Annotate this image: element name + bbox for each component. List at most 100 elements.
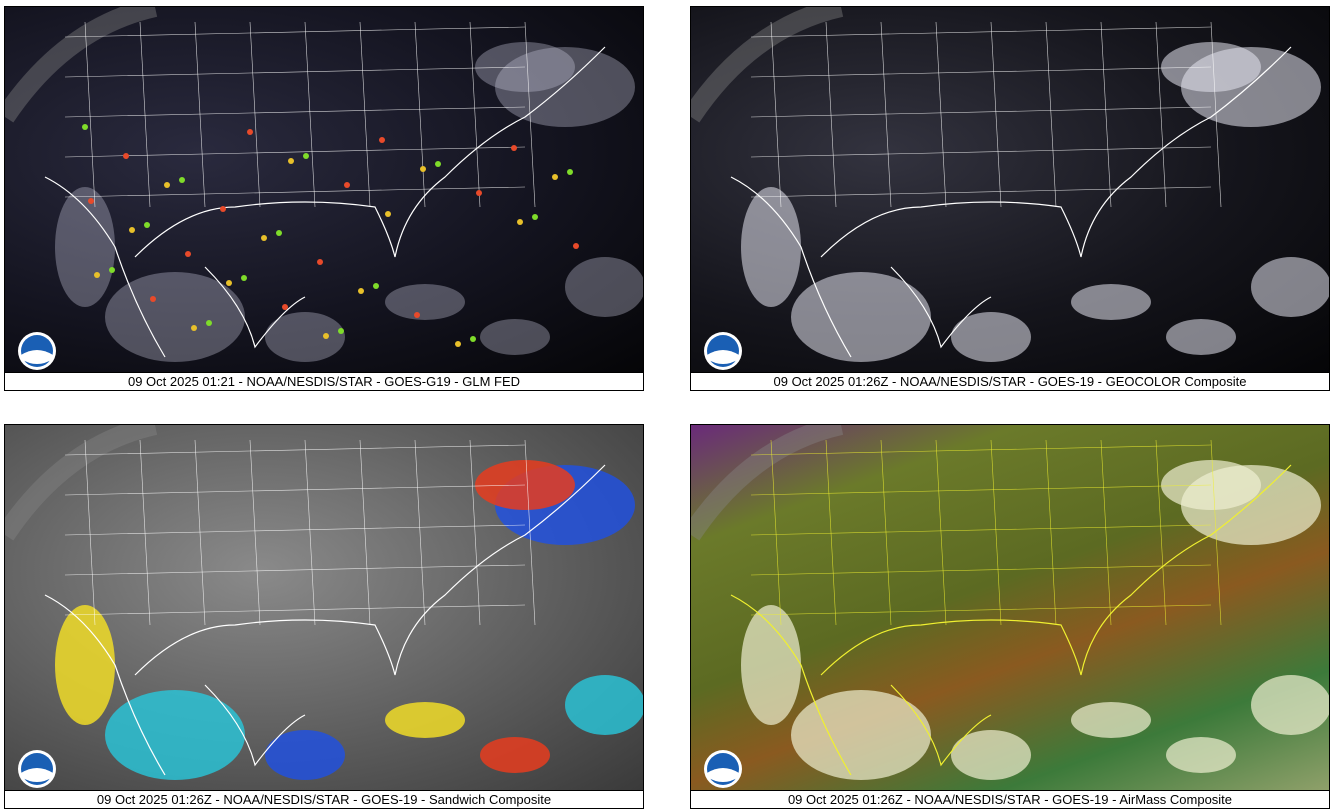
lightning	[476, 190, 482, 196]
coastline	[730, 464, 1292, 776]
lightning	[414, 312, 420, 318]
caption: 09 Oct 2025 01:21 - NOAA/NESDIS/STAR - G…	[5, 372, 643, 391]
lightning	[323, 333, 329, 339]
coastline	[44, 464, 606, 776]
satellite-image[interactable]	[691, 7, 1329, 372]
lightning	[179, 177, 185, 183]
satellite-image[interactable]	[691, 425, 1329, 790]
cloud	[1071, 284, 1151, 320]
cloud	[265, 730, 345, 780]
state-border	[750, 564, 1212, 576]
map-overlay	[691, 425, 1329, 788]
state-border	[1045, 21, 1057, 208]
cloud	[1071, 702, 1151, 738]
earth-limb	[5, 425, 158, 541]
state-border	[750, 66, 1212, 78]
lightning	[455, 341, 461, 347]
lightning	[282, 304, 288, 310]
lightning	[317, 259, 323, 265]
state-border	[64, 106, 526, 118]
map-overlay	[5, 425, 643, 788]
state-border	[1155, 21, 1167, 208]
state-border	[249, 21, 261, 208]
state-border	[935, 439, 947, 626]
earth-limb	[691, 7, 844, 123]
lightning	[373, 283, 379, 289]
earth-limb	[5, 7, 158, 123]
lightning	[82, 124, 88, 130]
lightning	[511, 145, 517, 151]
state-border	[750, 524, 1212, 536]
lightning	[206, 320, 212, 326]
cloud	[565, 257, 643, 317]
cloud	[791, 690, 931, 780]
state-border	[750, 106, 1212, 118]
state-border	[1045, 439, 1057, 626]
panel-airmass[interactable]: 09 Oct 2025 01:26Z - NOAA/NESDIS/STAR - …	[690, 424, 1330, 809]
state-border	[84, 21, 96, 208]
coastline	[44, 46, 606, 358]
state-border	[64, 484, 526, 496]
lightning	[261, 235, 267, 241]
state-border	[194, 21, 206, 208]
lightning	[185, 251, 191, 257]
lightning	[94, 272, 100, 278]
satellite-image[interactable]	[5, 7, 643, 372]
panel-sandwich[interactable]: 09 Oct 2025 01:26Z - NOAA/NESDIS/STAR - …	[4, 424, 644, 809]
map-overlay	[5, 7, 643, 370]
state-border	[139, 21, 151, 208]
lightning	[129, 227, 135, 233]
cloud	[55, 605, 115, 725]
panel-glm[interactable]: 09 Oct 2025 01:21 - NOAA/NESDIS/STAR - G…	[4, 6, 644, 391]
lightning	[109, 267, 115, 273]
caption: 09 Oct 2025 01:26Z - NOAA/NESDIS/STAR - …	[691, 372, 1329, 391]
cloud	[1166, 737, 1236, 773]
lightning	[517, 219, 523, 225]
caption: 09 Oct 2025 01:26Z - NOAA/NESDIS/STAR - …	[691, 790, 1329, 809]
state-border	[64, 66, 526, 78]
cloud	[385, 702, 465, 738]
lightning	[276, 230, 282, 236]
state-border	[524, 21, 536, 208]
cloud	[1251, 675, 1329, 735]
state-border	[750, 444, 1212, 456]
lightning	[247, 129, 253, 135]
state-border	[64, 186, 526, 198]
state-border	[194, 439, 206, 626]
lightning	[220, 206, 226, 212]
state-border	[84, 439, 96, 626]
state-border	[990, 21, 1002, 208]
panel-geocolor[interactable]: 09 Oct 2025 01:26Z - NOAA/NESDIS/STAR - …	[690, 6, 1330, 391]
state-border	[414, 439, 426, 626]
state-border	[64, 146, 526, 158]
lightning	[288, 158, 294, 164]
state-border	[880, 21, 892, 208]
state-border	[1100, 21, 1112, 208]
state-border	[1100, 439, 1112, 626]
cloud	[105, 690, 245, 780]
lightning	[567, 169, 573, 175]
state-border	[990, 439, 1002, 626]
noaa-logo-wave	[21, 768, 53, 782]
lightning	[552, 174, 558, 180]
lightning	[303, 153, 309, 159]
satellite-image[interactable]	[5, 425, 643, 790]
state-border	[1155, 439, 1167, 626]
cloud	[105, 272, 245, 362]
state-border	[64, 564, 526, 576]
state-border	[469, 21, 481, 208]
lightning	[420, 166, 426, 172]
state-border	[359, 439, 371, 626]
cloud	[495, 47, 635, 127]
lightning	[344, 182, 350, 188]
cloud	[265, 312, 345, 362]
state-border	[64, 524, 526, 536]
lightning	[385, 211, 391, 217]
map-overlay	[691, 7, 1329, 370]
state-border	[249, 439, 261, 626]
cloud	[741, 187, 801, 307]
lightning	[164, 182, 170, 188]
lightning	[123, 153, 129, 159]
state-border	[304, 21, 316, 208]
